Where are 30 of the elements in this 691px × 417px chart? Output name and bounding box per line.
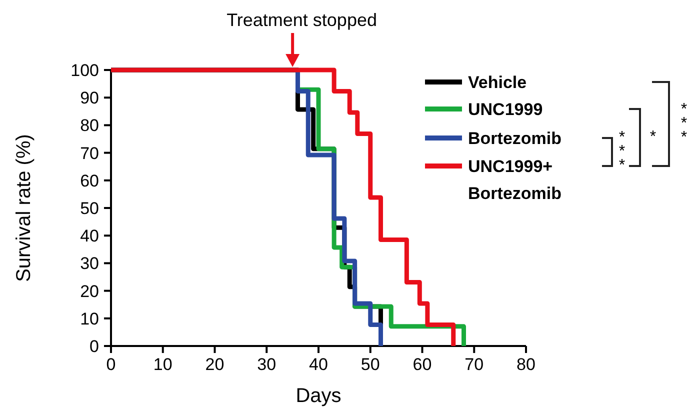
text: ***: [618, 129, 626, 174]
x-tick-label: 0: [106, 355, 116, 374]
y-tick-label: 100: [70, 61, 99, 80]
x-tick-label: 10: [153, 355, 172, 374]
y-tick-label: 20: [80, 282, 99, 301]
x-tick-label: 70: [464, 355, 484, 374]
y-tick-label: 40: [80, 226, 99, 246]
x-tick-label: 60: [412, 355, 432, 374]
y-axis-title: Survival rate (%): [13, 134, 35, 282]
text: *: [650, 128, 656, 146]
annotation: Treatment stopped: [226, 10, 377, 30]
y-tick-label: 10: [80, 309, 99, 328]
x-tick-label: 80: [516, 355, 536, 374]
x-tick-label: 20: [205, 355, 224, 374]
y-tick-label: 30: [80, 254, 99, 274]
x-tick-label: 40: [309, 355, 328, 374]
y-tick-label: 70: [80, 144, 99, 163]
y-tick-label: 80: [80, 116, 99, 136]
y-tick-label: 50: [80, 199, 99, 218]
x-tick-label: 50: [360, 355, 380, 374]
text: ** *: [680, 101, 688, 146]
legend-label: UNC1999+ Bortezomib: [468, 157, 562, 203]
legend-label: Vehicle: [468, 73, 527, 92]
y-tick-label: 0: [90, 337, 99, 356]
legend-label: UNC1999: [468, 100, 543, 119]
y-tick-label: 90: [80, 88, 99, 108]
x-tick-label: 30: [257, 355, 276, 374]
legend-label: Bortezomib: [468, 129, 562, 148]
x-axis-title: Days: [296, 385, 342, 407]
y-tick-label: 60: [80, 171, 99, 190]
